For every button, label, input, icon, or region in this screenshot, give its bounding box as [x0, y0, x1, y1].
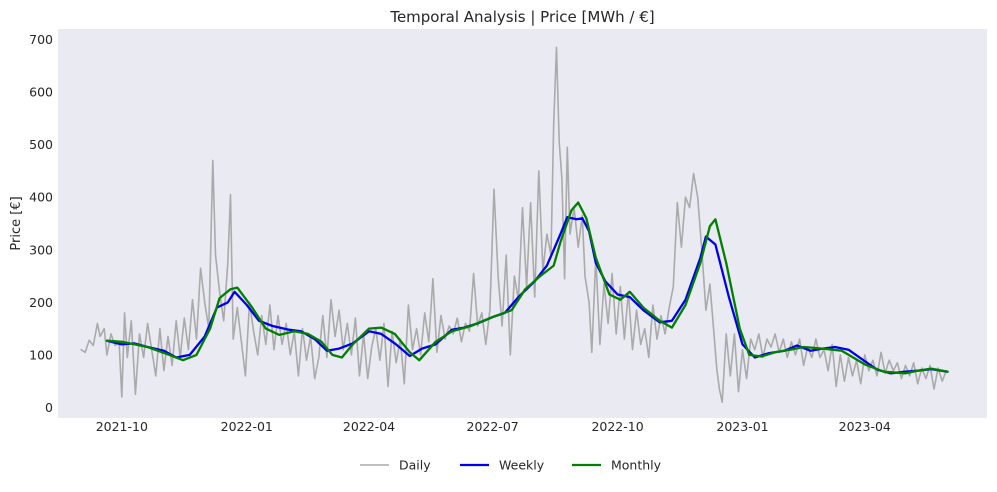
legend: Daily Weekly Monthly: [360, 458, 662, 473]
chart-title: Temporal Analysis | Price [MWh / €]: [389, 8, 654, 26]
y-tick-label: 400: [29, 190, 53, 205]
y-tick-label: 0: [45, 400, 53, 415]
legend-label-monthly: Monthly: [611, 458, 662, 473]
x-tick-label: 2021-10: [96, 419, 148, 434]
series-line-weekly: [105, 216, 949, 375]
x-tick-label: 2022-04: [343, 419, 395, 434]
legend-label-weekly: Weekly: [499, 458, 545, 473]
y-tick-label: 600: [29, 85, 53, 100]
y-tick-label: 200: [29, 295, 53, 310]
y-axis: 0 100 200 300 400 500 600 700: [29, 32, 53, 415]
x-tick-label: 2023-01: [716, 419, 768, 434]
y-tick-label: 100: [29, 347, 53, 362]
y-tick-label: 700: [29, 32, 53, 47]
x-tick-label: 2022-01: [221, 419, 273, 434]
y-axis-label: Price [€]: [9, 196, 24, 250]
x-tick-label: 2023-04: [839, 419, 891, 434]
x-axis: 2021-10 2022-01 2022-04 2022-07 2022-10 2023-…: [96, 419, 891, 434]
y-tick-label: 300: [29, 242, 53, 257]
x-tick-label: 2022-10: [591, 419, 643, 434]
legend-label-daily: Daily: [399, 458, 431, 473]
series-line-monthly: [105, 201, 949, 375]
x-tick-label: 2022-07: [467, 419, 519, 434]
y-tick-label: 500: [29, 137, 53, 152]
